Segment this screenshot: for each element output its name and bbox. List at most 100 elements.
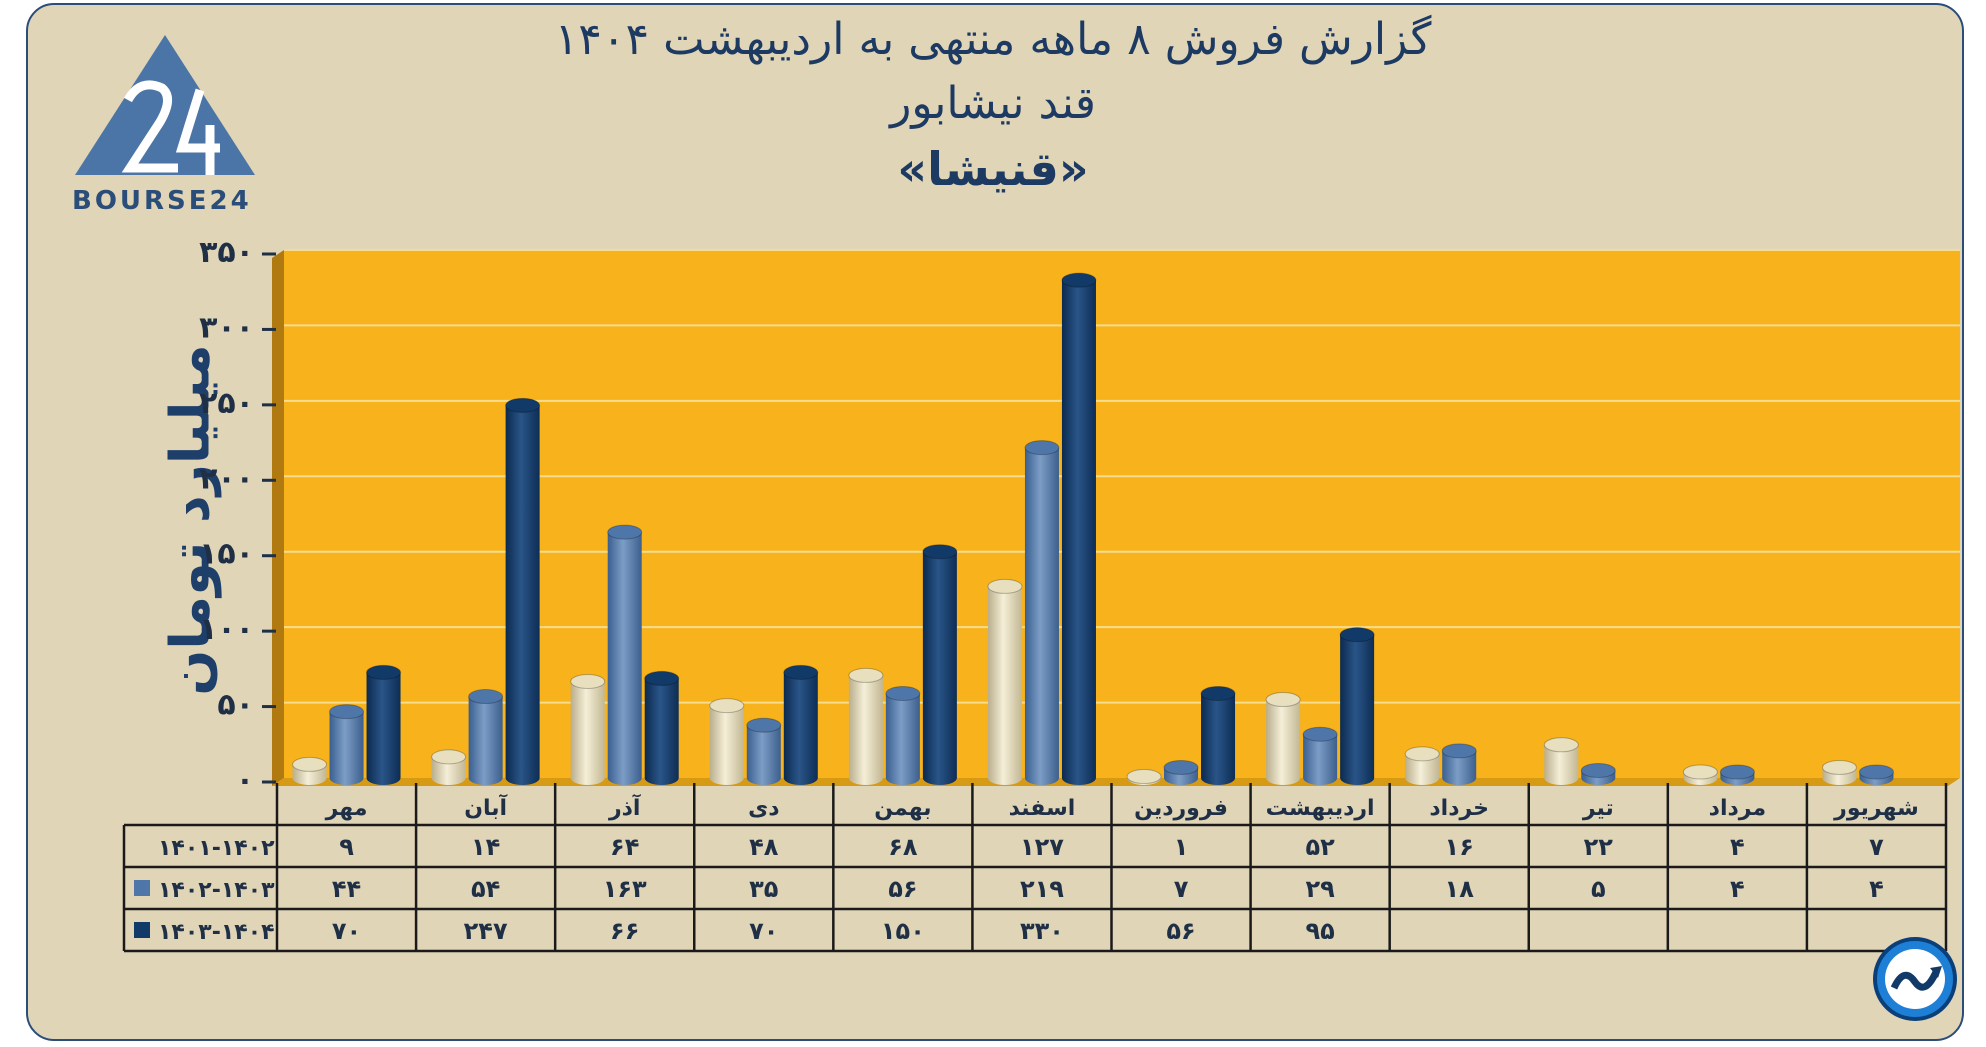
bar-1-series-0 xyxy=(431,749,467,785)
bar-base xyxy=(329,771,364,785)
y-tick-label: ۵۰ xyxy=(217,688,254,723)
bar-4-series-2 xyxy=(922,544,958,785)
data-label: ۶۴ xyxy=(610,833,639,861)
bar-body xyxy=(468,696,503,778)
bar-4-series-1 xyxy=(885,686,921,785)
bar-cap xyxy=(848,667,884,683)
bar-cap xyxy=(1339,627,1375,643)
bar-8-series-1 xyxy=(1441,743,1477,785)
data-label: ۷۰ xyxy=(749,917,778,945)
category-label: خرداد xyxy=(1429,796,1489,821)
data-label: ۱ xyxy=(1174,833,1189,861)
bar-base xyxy=(292,771,327,785)
plot-background xyxy=(284,250,1960,778)
bar-base xyxy=(1201,771,1236,785)
data-label: ۲۲ xyxy=(1584,833,1614,861)
bar-base xyxy=(1340,771,1375,785)
data-label: ۵۶ xyxy=(888,875,917,903)
bar-body xyxy=(987,586,1022,778)
chart-arrow-icon xyxy=(1873,937,1957,1021)
bar-cap xyxy=(922,544,958,560)
bar-1-series-2 xyxy=(505,397,541,785)
bar-cap xyxy=(1580,762,1616,778)
category-label: مرداد xyxy=(1709,796,1766,821)
bar-body xyxy=(746,725,781,778)
bar-2-series-0 xyxy=(570,673,606,785)
bar-body xyxy=(709,705,744,778)
data-label: ۷۰ xyxy=(332,917,361,945)
bar-cap xyxy=(1302,726,1338,742)
bar-5-series-0 xyxy=(987,578,1023,785)
bar-body xyxy=(644,678,679,778)
bar-0-series-0 xyxy=(292,756,328,785)
data-label: ۱۲۷ xyxy=(1020,833,1064,861)
bar-body xyxy=(1061,280,1096,778)
bar-cap xyxy=(1163,759,1199,775)
legend-series-name: ۱۴۰۲-۱۴۰۳ xyxy=(158,878,275,903)
bar-3-series-1 xyxy=(746,717,782,785)
data-table: مهر آبان آذر دی بهمن اسفند فروردین اردیبهشت خردا… xyxy=(122,783,1948,953)
bar-6-series-1 xyxy=(1163,759,1199,785)
bar-5-series-1 xyxy=(1024,440,1060,785)
logo-text: BOURSE24 xyxy=(72,186,252,216)
bar-0-series-2 xyxy=(366,664,402,785)
bar-base xyxy=(468,771,503,785)
bar-cap xyxy=(292,756,328,772)
data-label: ۵ xyxy=(1591,875,1606,903)
bar-body xyxy=(922,551,957,778)
data-label: ۱۶ xyxy=(1445,833,1474,861)
data-label: ۴ xyxy=(1869,875,1884,903)
y-tick-label: ۰ xyxy=(236,763,254,798)
bar-body xyxy=(1340,634,1375,778)
bar-cap xyxy=(987,578,1023,594)
bar-cap xyxy=(1682,764,1718,780)
category-label: تیر xyxy=(1582,796,1614,821)
category-label: آبان xyxy=(464,793,507,821)
data-label: ۹ xyxy=(339,833,354,861)
bar-base xyxy=(746,771,781,785)
chart-title: گزارش فروش ۸ ماهه منتهی به اردیبهشت ۱۴۰۴ xyxy=(554,14,1432,65)
bar-base xyxy=(1822,771,1857,785)
bar-base xyxy=(1164,771,1199,785)
bar-base xyxy=(1544,771,1579,785)
y-tick-label: ۱۰۰ xyxy=(199,612,254,647)
bar-body xyxy=(1266,699,1301,778)
bar-cap xyxy=(1858,764,1894,780)
data-label: ۲۴۷ xyxy=(464,917,508,945)
category-label: آذر xyxy=(608,793,641,821)
data-label: ۱۵۰ xyxy=(881,917,925,945)
bar-cap xyxy=(1126,768,1162,784)
bar-3-series-0 xyxy=(709,698,745,785)
bar-cap xyxy=(783,664,819,680)
bar-base xyxy=(922,771,957,785)
bar-9-series-1 xyxy=(1580,762,1616,785)
bar-cap xyxy=(709,698,745,714)
data-label: ۷ xyxy=(1174,875,1189,903)
data-label: ۱۴ xyxy=(471,833,500,861)
y-tick-label: ۲۰۰ xyxy=(199,461,254,496)
bar-cap xyxy=(505,397,541,413)
y-tick-label: ۳۰۰ xyxy=(199,310,254,345)
data-label: ۵۴ xyxy=(471,875,500,903)
plot-area xyxy=(272,249,1960,786)
data-label: ۴ xyxy=(1730,875,1745,903)
y-tick-label: ۲۵۰ xyxy=(199,386,254,421)
bar-cap xyxy=(468,689,504,705)
bar-body xyxy=(505,405,540,778)
data-label: ۷ xyxy=(1869,833,1884,861)
bar-body xyxy=(783,672,818,778)
bar-6-series-0 xyxy=(1126,768,1162,785)
bar-body xyxy=(1303,734,1338,778)
bar-cap xyxy=(329,704,365,720)
bar-body xyxy=(366,672,401,778)
bars xyxy=(292,272,1894,785)
bar-base xyxy=(644,771,679,785)
data-label: ۶۶ xyxy=(610,917,639,945)
bar-cap xyxy=(1024,440,1060,456)
bar-base xyxy=(1405,771,1440,785)
category-label: شهریور xyxy=(1833,796,1919,821)
bar-cap xyxy=(1265,692,1301,708)
bar-cap xyxy=(1061,272,1097,288)
data-label: ۲۱۹ xyxy=(1020,875,1064,903)
